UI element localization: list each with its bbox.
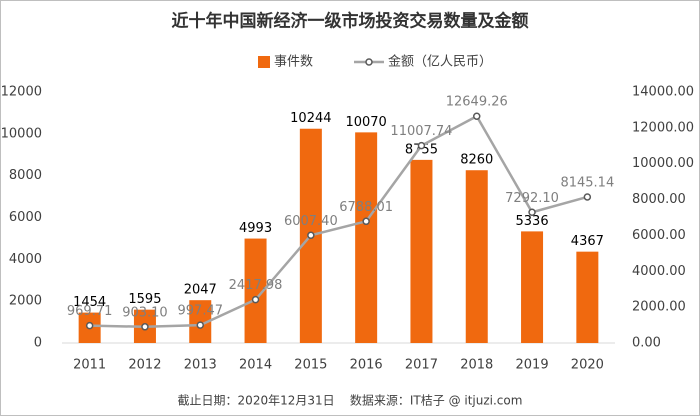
x-tick-label: 2014 xyxy=(239,358,272,373)
bar xyxy=(521,231,544,343)
x-tick-label: 2013 xyxy=(184,358,217,373)
line-marker xyxy=(473,112,481,120)
legend-label: 金额（亿人民币） xyxy=(388,54,492,70)
bar-value-label: 4367 xyxy=(571,234,604,249)
legend-marker xyxy=(365,58,373,66)
y2-tick-label: 10000.00 xyxy=(632,156,694,171)
x-tick-label: 2011 xyxy=(73,358,106,373)
bar-value-label: 10244 xyxy=(290,111,331,126)
y2-tick-label: 6000.00 xyxy=(632,228,686,243)
y-tick-label: 4000 xyxy=(9,252,42,267)
line-value-label: 11007.74 xyxy=(390,124,452,139)
line-marker xyxy=(583,193,592,201)
x-tick-label: 2019 xyxy=(516,358,549,373)
line-marker xyxy=(362,217,370,226)
bar xyxy=(244,238,267,343)
line-value-label: 12649.26 xyxy=(446,95,508,110)
x-tick-label: 2020 xyxy=(571,358,604,373)
bar xyxy=(576,251,599,343)
chart-title: 近十年中国新经济一级市场投资交易数量及金额 xyxy=(172,11,529,32)
bar xyxy=(410,159,433,343)
y2-tick-label: 14000.00 xyxy=(632,85,694,100)
y-tick-label: 10000 xyxy=(1,126,42,141)
line-value-label: 7292.10 xyxy=(505,191,559,206)
legend-label: 事件数 xyxy=(274,55,313,70)
line-value-label: 969.71 xyxy=(67,304,113,319)
bar-value-label: 4993 xyxy=(239,221,272,236)
bar-value-label: 1454 xyxy=(73,295,106,310)
y2-tick-label: 2000.00 xyxy=(632,300,686,315)
line-marker xyxy=(251,295,260,304)
line-value-label: 6788.01 xyxy=(339,200,393,215)
source-note: 截止日期：2020年12月31日 数据来源：IT桔子 @ itjuzi.com xyxy=(178,393,523,408)
y-tick-label: 6000 xyxy=(9,210,42,225)
y2-tick-label: 12000.00 xyxy=(632,120,694,135)
y2-tick-label: 4000.00 xyxy=(632,264,686,279)
x-tick-label: 2015 xyxy=(294,358,327,373)
y2-tick-label: 0.00 xyxy=(632,336,661,351)
line-value-label: 2417.98 xyxy=(229,278,283,293)
y-tick-label: 0 xyxy=(34,336,42,351)
line-marker xyxy=(417,141,426,150)
line-marker xyxy=(307,231,315,240)
line-marker xyxy=(196,321,204,329)
x-tick-label: 2016 xyxy=(350,358,383,373)
bar xyxy=(355,132,378,343)
bar-value-label: 2047 xyxy=(184,283,217,298)
x-tick-label: 2018 xyxy=(460,358,493,373)
x-tick-label: 2012 xyxy=(128,358,161,373)
x-tick-label: 2017 xyxy=(405,358,438,373)
y-tick-label: 12000 xyxy=(1,85,42,100)
line-marker xyxy=(528,208,536,217)
line-value-label: 6007.40 xyxy=(284,214,338,229)
y2-tick-label: 8000.00 xyxy=(632,192,686,207)
bar xyxy=(465,170,488,343)
bar-value-label: 10070 xyxy=(345,115,386,130)
line-marker xyxy=(85,321,94,330)
line-value-label: 8145.14 xyxy=(560,175,614,190)
bar-value-label: 8260 xyxy=(460,153,493,168)
line-value-label: 997.47 xyxy=(178,304,224,319)
bar-value-label: 1595 xyxy=(128,292,161,307)
y-tick-label: 2000 xyxy=(9,294,42,309)
bar-value-label: 5336 xyxy=(516,214,549,229)
line xyxy=(89,114,588,329)
bar-value-label: 8755 xyxy=(405,142,438,157)
line-value-label: 903.10 xyxy=(122,305,168,320)
y-tick-label: 8000 xyxy=(9,168,42,183)
legend-swatch xyxy=(258,56,270,68)
line-marker xyxy=(141,323,149,331)
